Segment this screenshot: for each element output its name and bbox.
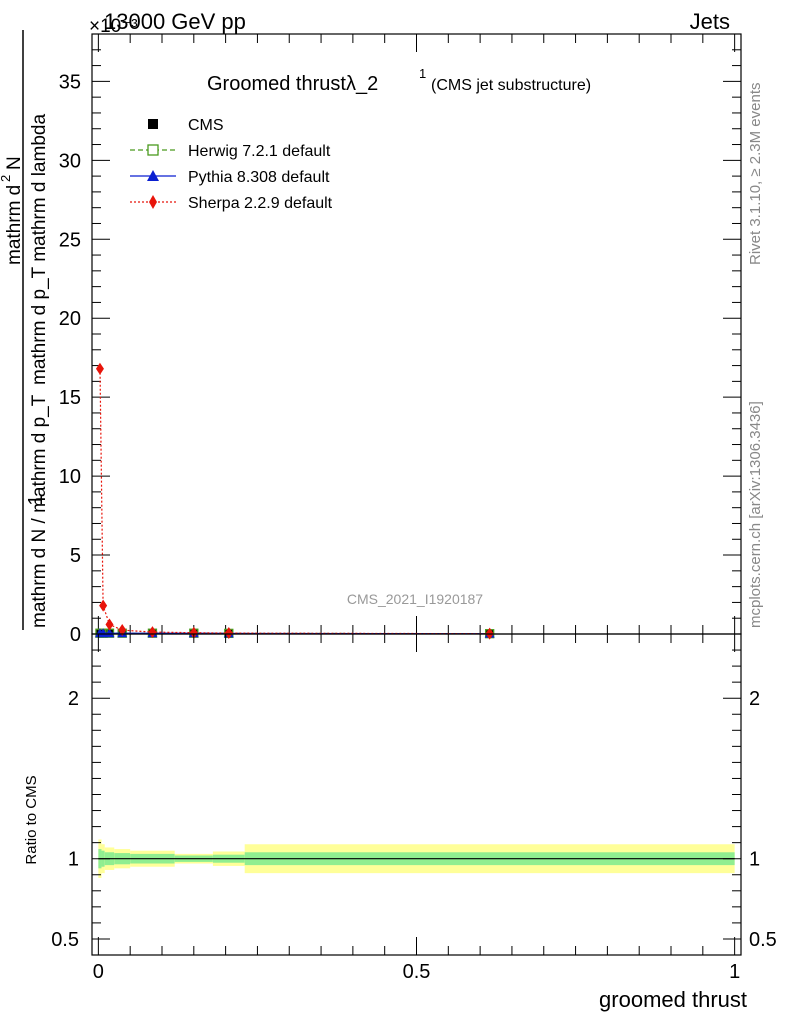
ratio-ylabel: Ratio to CMS <box>23 775 40 864</box>
legend-sherpa-marker <box>149 195 157 209</box>
sherpa-data-point <box>118 624 127 637</box>
xtick-label: 0 <box>93 961 104 983</box>
legend: CMS Herwig 7.2.1 default Pythia 8.308 defa… <box>130 117 333 212</box>
xlabel: groomed thrust <box>599 987 747 1012</box>
ylabel-full: mathrm d p_T mathrm d lambda <box>29 114 50 385</box>
ratio-panel: 0 0.5 1 0.5 0.5 1 1 2 2 <box>51 633 777 983</box>
sherpa-data-point <box>95 362 104 375</box>
legend-label: Herwig 7.2.1 default <box>188 143 331 160</box>
sherpa-data-point <box>105 618 114 631</box>
legend-label: Pythia 8.308 default <box>188 169 330 186</box>
main-ytick-label: 25 <box>59 229 81 251</box>
process-label: Jets <box>690 9 730 34</box>
pythia-data-point <box>98 628 109 638</box>
sherpa-data-point <box>189 626 198 639</box>
main-ytick-label: 35 <box>59 71 81 93</box>
multiplier-label: ×10⁻³ <box>89 16 138 37</box>
ylabel-num-top: mathrm d <box>4 185 25 265</box>
xtick-label: 0.5 <box>403 961 431 983</box>
ratio-ytick-label: 2 <box>68 688 79 710</box>
main-ytick-label: 10 <box>59 466 81 488</box>
main-ytick-label: 20 <box>59 308 81 330</box>
ratio-ytick-label-right: 1 <box>749 849 760 871</box>
main-ylabel: 1 mathrm d N / mathrm d p_T mathrm d p_T… <box>0 30 50 630</box>
analysis-id-label: CMS_2021_I1920187 <box>347 591 483 607</box>
pythia-data-point <box>104 628 115 638</box>
main-ytick-label: 5 <box>70 545 81 567</box>
ylabel-num-sup: 2 <box>0 175 13 182</box>
ratio-ytick-label-right: 0.5 <box>749 929 777 951</box>
sherpa-data-point <box>148 626 157 639</box>
ratio-ytick-label: 0.5 <box>51 929 79 951</box>
ratio-ytick-label: 1 <box>68 849 79 871</box>
chart-title: Groomed thrustλ_2 1 (CMS jet substructur… <box>207 66 591 95</box>
ratio-ytick-label-right: 2 <box>749 688 760 710</box>
sherpa-data-point <box>99 599 108 612</box>
ratio-frame <box>91 633 742 956</box>
energy-label: 13000 GeV pp <box>104 9 246 34</box>
main-ytick-label: 0 <box>70 624 81 646</box>
legend-pythia-marker <box>147 170 159 181</box>
ylabel-num-bottom: N <box>4 156 25 170</box>
legend-label: Sherpa 2.2.9 default <box>188 195 333 212</box>
xtick-label: 1 <box>729 961 740 983</box>
main-panel: 0 5 10 15 20 25 30 35 <box>59 33 742 646</box>
chart-subtitle: (CMS jet substructure) <box>431 77 591 94</box>
chart-title-sup: 1 <box>419 66 426 81</box>
ylabel-denominator: mathrm d N / mathrm d p_T <box>29 394 50 628</box>
chart-title-text: Groomed thrustλ_2 <box>207 73 378 95</box>
side-source-label: mcplots.cern.ch [arXiv:1306.3436] <box>747 401 764 628</box>
sherpa-data-point <box>224 627 233 640</box>
legend-label: CMS <box>188 117 224 134</box>
legend-herwig-marker <box>147 144 159 156</box>
ylabel-one: 1 <box>25 494 47 505</box>
legend-cms-marker <box>148 119 158 129</box>
main-ytick-label: 30 <box>59 150 81 172</box>
main-ytick-label: 15 <box>59 387 81 409</box>
side-version-label: Rivet 3.1.10, ≥ 2.3M events <box>747 83 764 266</box>
